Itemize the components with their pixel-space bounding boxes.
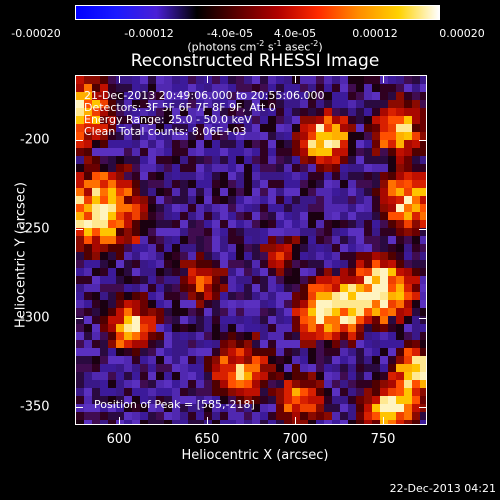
x-tick-mark: [295, 417, 296, 425]
y-tick-mark: [419, 140, 427, 141]
x-tick-label: 700: [282, 432, 308, 447]
rhessi-image: [76, 76, 426, 424]
y-tick-mark: [75, 140, 83, 141]
x-tick-label: 600: [106, 432, 132, 447]
x-tick-mark: [383, 417, 384, 425]
time-range-text: 21-Dec-2013 20:49:06.000 to 20:55:06.000: [84, 89, 325, 102]
plot-timestamp: 22-Dec-2013 04:21: [389, 482, 496, 495]
clean-counts-text: Clean Total counts: 8.06E+03: [84, 125, 247, 138]
y-tick-mark: [75, 407, 83, 408]
colorbar-tick-label: 4.0e-05: [273, 27, 317, 40]
energy-range-text: Energy Range: 25.0 - 50.0 keV: [84, 113, 252, 126]
x-tick-mark: [207, 417, 208, 425]
detectors-text: Detectors: 3F 5F 6F 7F 8F 9F, Att 0: [84, 101, 276, 114]
y-tick-label: -200: [20, 132, 50, 148]
colorbar-units: (photons cm-2 s-1 asec-2): [187, 39, 323, 54]
y-tick-mark: [75, 229, 83, 230]
colorbar-tick-label: -0.00012: [124, 27, 174, 40]
x-tick-mark: [295, 75, 296, 83]
x-tick-mark: [119, 417, 120, 425]
colorbar-tick-label: -4.0e-05: [206, 27, 254, 40]
x-axis-label: Heliocentric X (arcsec): [181, 448, 329, 463]
y-tick-mark: [419, 229, 427, 230]
x-tick-mark: [119, 75, 120, 83]
colorbar: [75, 5, 440, 20]
peak-position-text: Position of Peak = [585,-218]: [94, 398, 255, 411]
image-frame: 21-Dec-2013 20:49:06.000 to 20:55:06.000…: [75, 75, 427, 425]
y-tick-label: -350: [20, 399, 50, 415]
y-tick-label: -250: [20, 221, 50, 237]
plot-title: Reconstructed RHESSI Image: [130, 51, 380, 71]
y-tick-mark: [419, 318, 427, 319]
x-tick-mark: [207, 75, 208, 83]
colorbar-tick-label: 0.00020: [439, 27, 485, 40]
x-tick-label: 750: [370, 432, 396, 447]
y-tick-mark: [419, 407, 427, 408]
y-tick-label: -300: [20, 310, 50, 326]
x-tick-label: 650: [194, 432, 220, 447]
y-tick-mark: [75, 318, 83, 319]
y-axis-label: Heliocentric Y (arcsec): [13, 182, 29, 328]
x-tick-mark: [383, 75, 384, 83]
colorbar-tick-label: 0.00012: [352, 27, 398, 40]
colorbar-tick-label: -0.00020: [11, 27, 61, 40]
